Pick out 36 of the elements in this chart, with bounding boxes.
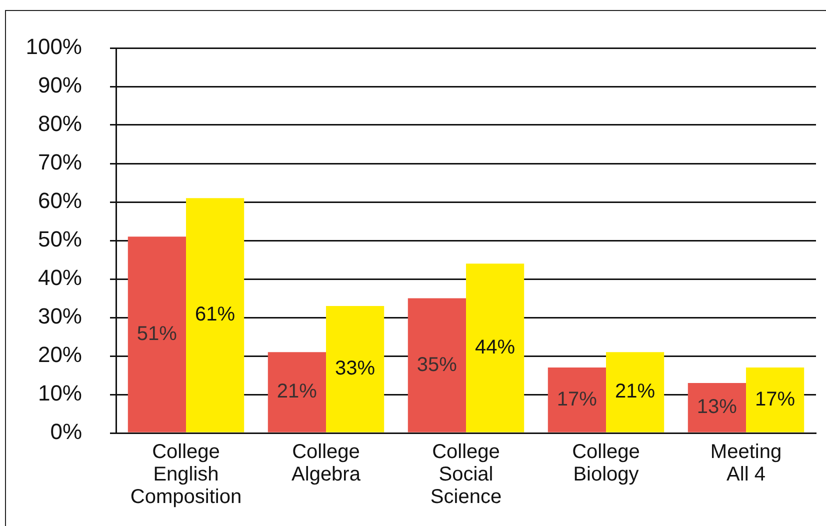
bar (548, 368, 606, 432)
data-label: 17% (755, 388, 796, 410)
x-tick-label: College Social Science (430, 440, 502, 508)
bar (128, 236, 186, 432)
bar (186, 198, 244, 432)
data-label: 51% (136, 322, 178, 345)
data-label: 21% (276, 380, 318, 403)
data-label: 33% (335, 358, 376, 380)
bar (408, 298, 466, 432)
bar (746, 368, 804, 432)
x-tick-label: College Algebra (292, 440, 362, 486)
y-tick-label: 50% (38, 226, 82, 252)
y-tick-label: 90% (38, 72, 82, 98)
data-label: 21% (615, 380, 656, 403)
y-tick-label: 40% (38, 265, 82, 290)
bar (466, 264, 524, 432)
data-label: 17% (556, 388, 598, 410)
y-tick-label: 20% (38, 342, 82, 368)
y-tick-label: 30% (38, 304, 82, 329)
x-tick-label: College English Composition (130, 440, 242, 508)
x-tick-label: College Biology (572, 440, 640, 486)
data-label: 44% (475, 336, 516, 358)
y-tick-label: 10% (38, 380, 82, 406)
y-tick-label: 100% (26, 34, 82, 60)
x-tick-label: Meeting All 4 (710, 440, 782, 486)
bar (326, 306, 384, 432)
y-tick-label: 0% (50, 419, 82, 444)
y-tick-label: 60% (38, 188, 82, 214)
data-label: 13% (696, 396, 738, 418)
bar (688, 382, 746, 432)
data-label: 61% (195, 304, 236, 326)
bar (268, 352, 326, 432)
data-label: 35% (416, 354, 458, 376)
y-tick-label: 80% (38, 111, 82, 136)
bar (606, 352, 664, 432)
y-tick-label: 70% (38, 150, 82, 175)
